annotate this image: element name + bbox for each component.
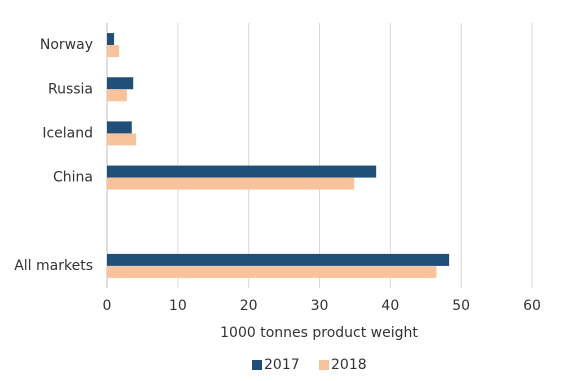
bar — [107, 265, 437, 278]
legend-swatch — [319, 360, 329, 370]
x-tick-label: 10 — [169, 298, 187, 314]
y-tick-label: Iceland — [42, 125, 93, 141]
bar — [107, 165, 377, 178]
x-tick-label: 50 — [452, 298, 470, 314]
y-tick-label: Russia — [48, 81, 93, 97]
y-tick-label: All markets — [14, 258, 93, 274]
legend-swatch — [252, 360, 262, 370]
bar — [107, 177, 355, 190]
x-tick-label: 0 — [103, 298, 112, 314]
bar — [107, 45, 120, 58]
bar — [107, 33, 115, 46]
bar — [107, 253, 450, 266]
bar — [107, 89, 127, 102]
y-tick-label: China — [53, 170, 93, 186]
x-tick-label: 60 — [523, 298, 541, 314]
x-tick-label: 40 — [381, 298, 399, 314]
y-tick-label: Norway — [40, 37, 93, 53]
bar — [107, 133, 137, 146]
x-axis-title: 1000 tonnes product weight — [220, 325, 418, 341]
bar — [107, 121, 132, 134]
legend-label: 2017 — [264, 357, 300, 373]
legend-label: 2018 — [331, 357, 367, 373]
x-tick-label: 20 — [240, 298, 258, 314]
x-tick-label: 30 — [311, 298, 329, 314]
bar — [107, 77, 134, 90]
